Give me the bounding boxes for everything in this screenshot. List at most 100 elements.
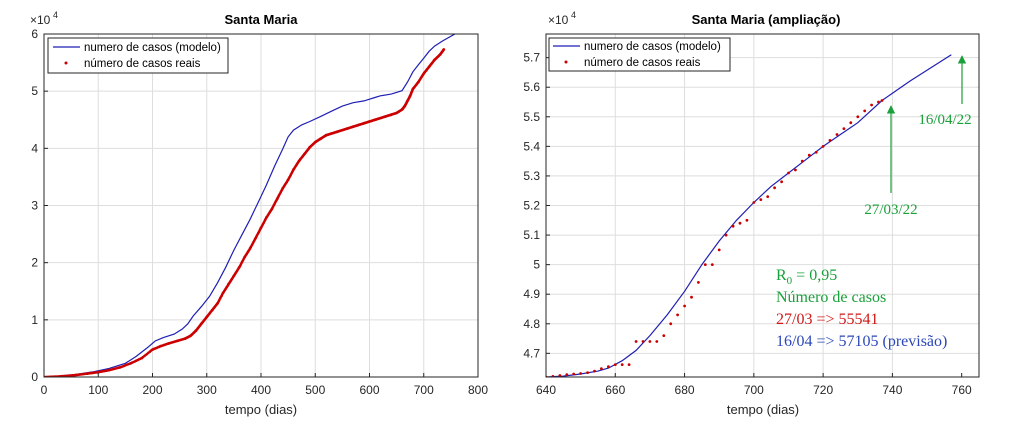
x-axis-label-right: tempo (dias): [727, 402, 799, 417]
real-case-point-right: [766, 195, 770, 199]
y-tick-label-left: 4: [31, 141, 38, 155]
y-tick-label-right: 5.1: [523, 228, 540, 242]
model-line-left: [44, 34, 455, 377]
y-tick-label-right: 5.6: [523, 80, 540, 94]
y-tick-label-right: 4.7: [523, 346, 540, 360]
x-tick-label-left: 400: [251, 383, 271, 397]
real-case-point-right: [787, 171, 790, 175]
exponent-power-left: 4: [53, 10, 58, 20]
x-tick-label-right: 760: [952, 383, 972, 397]
x-axis-label-left: tempo (dias): [225, 402, 297, 417]
real-case-point-right: [627, 363, 631, 366]
y-tick-label-left: 6: [31, 27, 38, 41]
real-case-point-right: [794, 168, 797, 172]
y-tick-label-right: 4.9: [523, 287, 540, 301]
annotation-27-03: 27/03/22: [864, 202, 917, 218]
exponent-right: ×10 4: [548, 10, 576, 27]
real-case-point-right: [724, 233, 728, 237]
ticks-left: 0 100 200 300 400 500 600 700 800 0 1 2 3 4 5 6: [31, 27, 488, 397]
real-case-point-right: [863, 109, 867, 113]
real-case-point-right: [593, 369, 596, 373]
real-case-point-right: [856, 115, 860, 119]
real-case-point-right: [752, 201, 756, 204]
exponent-left: ×10 4: [30, 10, 58, 27]
real-case-point-right: [613, 363, 617, 366]
exponent-power-right: 4: [571, 10, 576, 20]
cases-label: Número de casos: [776, 289, 886, 306]
x-tick-label-left: 500: [305, 383, 325, 397]
r0-line: R0 = 0,95: [776, 267, 837, 287]
real-case-point-right: [558, 374, 562, 377]
real-case-point-right: [697, 281, 700, 284]
y-tick-label-left: 2: [31, 256, 38, 270]
y-tick-label-left: 5: [31, 84, 38, 98]
real-case-point-right: [620, 363, 624, 366]
r0-sub: 0: [787, 275, 793, 287]
real-case-point-right: [814, 150, 818, 154]
real-case-point-right: [773, 186, 776, 190]
legend-dot-real-left: [64, 61, 68, 65]
y-tick-label-right: 5.2: [523, 199, 540, 213]
legend-dot-real-right: [564, 60, 568, 64]
y-tick-label-right: 5.7: [523, 51, 540, 65]
x-tick-label-left: 300: [197, 383, 217, 397]
real-case-point-right: [641, 340, 645, 343]
real-case-point-right: [662, 334, 666, 337]
exponent-base-left: ×10: [30, 13, 51, 27]
grid-right: [546, 34, 979, 377]
real-case-point-right: [607, 365, 610, 369]
legend-right[interactable]: numero de casos (modelo) número de casos…: [548, 37, 731, 72]
cases-real-line: 27/03 => 55541: [776, 311, 879, 328]
real-case-point-right: [586, 371, 589, 374]
x-tick-label-left: 600: [359, 383, 379, 397]
legend-label-real-left: número de casos reais: [84, 58, 201, 70]
real-case-point-right: [780, 180, 783, 184]
real-case-point-right: [842, 127, 846, 130]
real-case-point-right: [880, 99, 884, 102]
legend-box-left: [47, 37, 229, 74]
model-line-right: [546, 54, 952, 377]
x-tick-label-right: 720: [813, 383, 833, 397]
x-tick-label-right: 700: [744, 383, 764, 397]
real-case-point-right: [835, 133, 839, 136]
real-case-point-right: [579, 372, 582, 375]
real-case-point-right: [738, 221, 742, 225]
r0-label: R: [776, 267, 787, 284]
info-box: R0 = 0,95 Número de casos 27/03 => 55541…: [776, 267, 947, 350]
y-tick-label-left: 0: [31, 370, 38, 384]
series-right: [546, 54, 952, 377]
real-case-point-right: [703, 263, 707, 266]
real-case-point-right: [648, 340, 652, 343]
grid-left: [44, 34, 478, 377]
x-tick-label-right: 660: [605, 383, 625, 397]
legend-left[interactable]: numero de casos (modelo) número de casos…: [47, 37, 229, 74]
real-case-point-right: [572, 372, 576, 376]
x-tick-label-left: 700: [414, 383, 434, 397]
y-tick-label-right: 5: [533, 258, 540, 272]
real-case-point-right: [877, 100, 880, 104]
chart-title-left: Santa Maria: [225, 12, 299, 27]
annotation-16-04: 16/04/22: [918, 112, 971, 128]
x-tick-label-left: 200: [142, 383, 162, 397]
exponent-base-right: ×10: [548, 13, 569, 27]
legend-label-model-left: numero de casos (modelo): [84, 42, 221, 54]
real-case-point-right: [759, 198, 763, 202]
real-case-point-right: [807, 153, 811, 157]
real-case-point-right: [600, 367, 603, 371]
real-case-point-right: [683, 304, 686, 308]
legend-label-real-right: número de casos reais: [584, 57, 701, 69]
y-tick-label-right: 5.5: [523, 110, 540, 124]
real-case-point-right: [717, 248, 721, 252]
x-tick-label-left: 0: [41, 383, 48, 397]
real-case-point-right: [710, 263, 714, 266]
cases-pred-line: 16/04 => 57105 (previsão): [776, 333, 947, 350]
real-case-point-right: [655, 340, 659, 343]
ticks-right: 640 660 680 700 720 740 760 4.7 4.8 4.9 5 5.1 5.2 5.3…: [523, 51, 972, 397]
real-case-point-right: [690, 295, 693, 299]
y-tick-label-right: 5.3: [523, 169, 540, 183]
chart-left: 0 100 200 300 400 500 600 700 800 0 1 2 3 4 5 6 Santa M…: [30, 10, 488, 417]
real-case-point-right: [849, 121, 853, 125]
legend-label-model-right: numero de casos (modelo): [584, 41, 721, 53]
real-case-point-right: [565, 373, 569, 376]
real-case-point-right: [676, 313, 679, 317]
